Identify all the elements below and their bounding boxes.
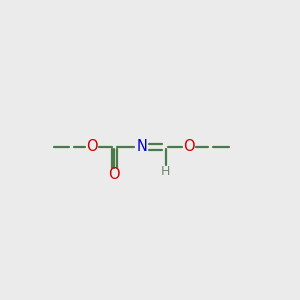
Text: O: O bbox=[86, 140, 98, 154]
Text: O: O bbox=[183, 140, 194, 154]
Text: N: N bbox=[136, 140, 147, 154]
Text: O: O bbox=[108, 167, 120, 182]
Text: H: H bbox=[161, 165, 170, 178]
